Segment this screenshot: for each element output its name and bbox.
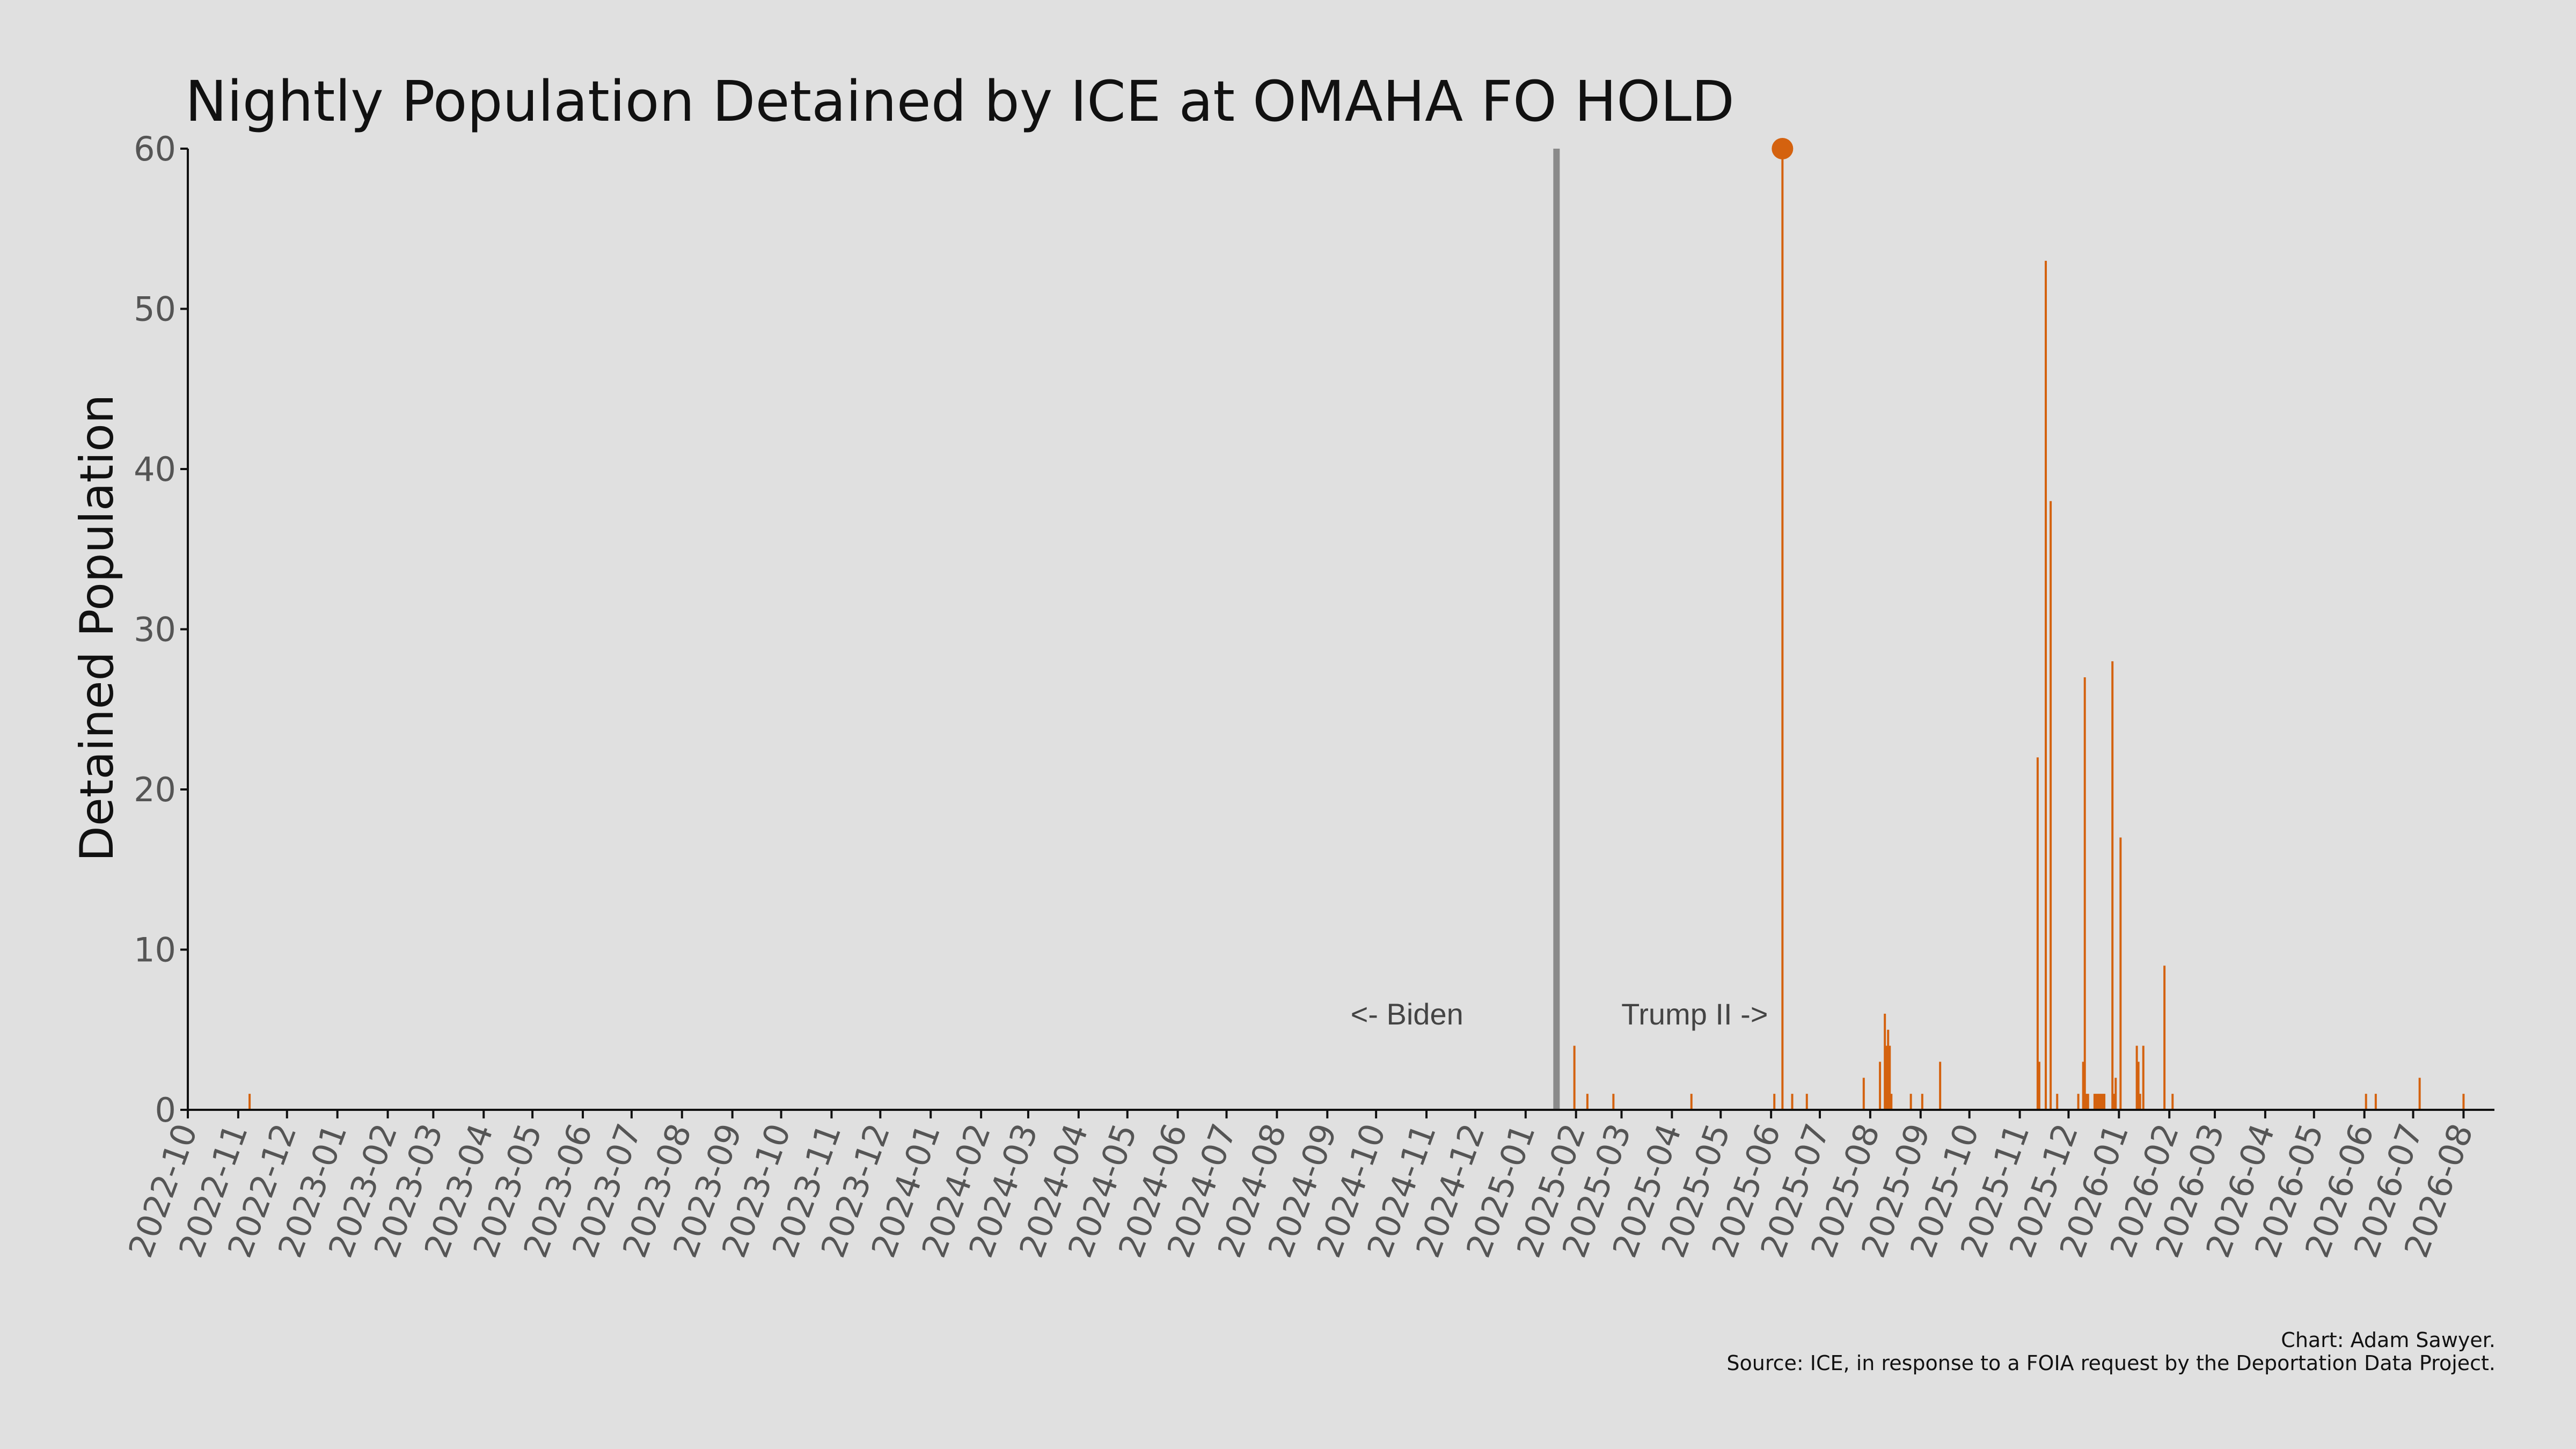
bar	[2050, 501, 2052, 1110]
bar	[2171, 1094, 2174, 1110]
bar	[1879, 1062, 1882, 1110]
bar	[2139, 1094, 2141, 1110]
bar	[2135, 1045, 2138, 1110]
bar	[2077, 1094, 2080, 1110]
chart-credit: Chart: Adam Sawyer.	[2281, 1328, 2496, 1352]
y-axis: 0 10 20 30 40 50 60	[134, 129, 189, 1130]
y-tick-label: 0	[155, 1091, 176, 1130]
bar	[2087, 1094, 2089, 1110]
y-tick-label: 10	[134, 931, 176, 970]
bar	[2082, 1062, 2084, 1110]
bar	[2418, 1078, 2421, 1110]
bar	[2102, 1094, 2104, 1110]
bar	[2103, 1094, 2106, 1110]
bar	[2038, 1062, 2040, 1110]
bar	[1586, 1094, 1589, 1110]
bar	[2098, 1094, 2101, 1110]
bar	[1773, 1094, 1776, 1110]
bar	[2114, 1078, 2117, 1110]
bar	[1690, 1094, 1693, 1110]
bars-group	[248, 138, 2465, 1110]
y-tick-label: 20	[134, 770, 176, 809]
bar	[1791, 1094, 1794, 1110]
bar	[2142, 1045, 2145, 1110]
annotation-label: Trump II ->	[1621, 997, 1768, 1031]
chart-title: Nightly Population Detained by ICE at OM…	[185, 69, 1735, 134]
bar	[2036, 757, 2039, 1110]
bar	[2083, 677, 2086, 1110]
peak-marker	[1772, 138, 1794, 159]
y-tick-label: 30	[134, 610, 176, 649]
bar	[2045, 260, 2047, 1110]
bar	[1939, 1062, 1942, 1110]
x-axis: 2022-102022-112022-122023-012023-022023-…	[121, 1109, 2494, 1263]
bar	[2462, 1094, 2465, 1110]
bar	[2374, 1094, 2377, 1110]
annotations-group: <- Biden Trump II ->	[1351, 997, 1768, 1031]
bar	[248, 1094, 251, 1110]
annotation-label: <- Biden	[1351, 997, 1463, 1031]
bar	[1909, 1094, 1912, 1110]
bar	[2137, 1062, 2140, 1110]
bar	[2096, 1094, 2099, 1110]
bar	[2093, 1094, 2096, 1110]
bar	[2119, 837, 2122, 1110]
bar	[1612, 1094, 1615, 1110]
y-tick-label: 40	[134, 450, 176, 489]
bar	[2095, 1094, 2097, 1110]
bar	[1781, 149, 1784, 1110]
bar	[1889, 1045, 1891, 1110]
bar	[2085, 1094, 2088, 1110]
bar	[2100, 1094, 2103, 1110]
y-tick-label: 50	[134, 290, 176, 329]
bar	[1884, 1013, 1886, 1110]
bar	[1890, 1094, 1893, 1110]
bar	[1921, 1094, 1923, 1110]
y-tick-label: 60	[134, 129, 176, 169]
bar	[1885, 1045, 1888, 1110]
bar	[2111, 661, 2114, 1110]
chart-source: Source: ICE, in response to a FOIA reque…	[1726, 1351, 2496, 1375]
bar	[2113, 1094, 2116, 1110]
bar	[1862, 1078, 1865, 1110]
y-axis-label: Detained Population	[70, 394, 124, 862]
bar	[1805, 1094, 1808, 1110]
bar	[1573, 1045, 1576, 1110]
bar	[2163, 965, 2166, 1110]
bar	[2056, 1094, 2059, 1110]
bar	[2365, 1094, 2367, 1110]
bar	[1887, 1029, 1890, 1110]
